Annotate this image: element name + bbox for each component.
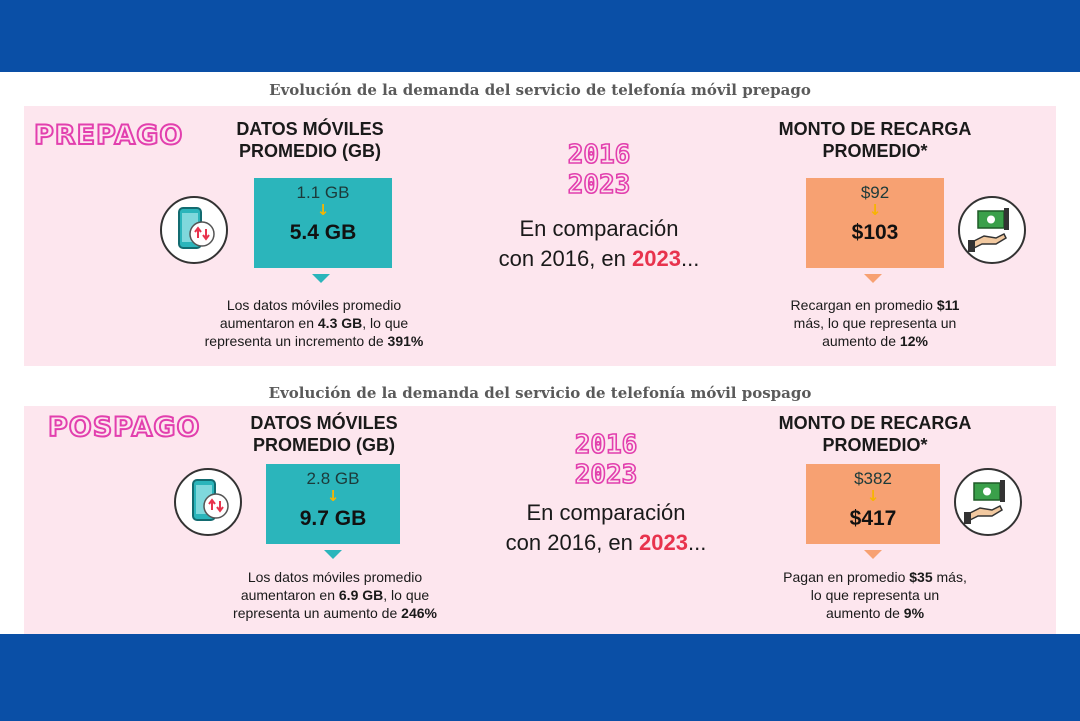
down-arrow-icon: ↓ — [316, 201, 330, 219]
compare-line: con 2016, en 2023... — [464, 244, 734, 274]
desc-value: 6.9 GB — [338, 587, 384, 603]
pospago-data-title: DATOS MÓVILES PROMEDIO (GB) — [224, 412, 424, 456]
pospago-compare: En comparación con 2016, en 2023... — [471, 498, 741, 558]
prepago-recharge-desc: Recargan en promedio $11 más, lo que rep… — [750, 296, 1000, 350]
desc-value: $11 — [936, 297, 960, 313]
desc-value: 4.3 GB — [317, 315, 363, 331]
desc-text: aumento de — [825, 605, 904, 621]
pospago-data-title-line2: PROMEDIO (GB) — [253, 435, 395, 455]
pospago-label: POSPAGO — [47, 411, 201, 444]
prepago-data-from: 1.1 GB — [296, 183, 350, 202]
desc-line: representa un incremento de 391% — [194, 332, 434, 350]
pospago-data-desc: Los datos móviles promedio aumentaron en… — [210, 568, 460, 622]
desc-line: Recargan en promedio $11 — [750, 296, 1000, 314]
callout-pointer — [324, 550, 342, 559]
pospago-section: POSPAGO DATOS MÓVILES PROMEDIO (GB) 2.8 … — [24, 406, 1056, 634]
prepago-recharge-box: $92 ↓ $103 — [806, 178, 944, 268]
phone-data-icon — [174, 468, 242, 536]
desc-text: aumento de — [822, 333, 900, 349]
callout-pointer — [312, 274, 330, 283]
desc-line: aumento de 12% — [750, 332, 1000, 350]
prepago-data-title-line1: DATOS MÓVILES — [236, 119, 384, 139]
money-hand-icon — [954, 468, 1022, 536]
callout-pointer — [864, 274, 882, 283]
year-start: 2016 — [567, 139, 631, 171]
desc-text: representa un aumento de — [233, 605, 402, 621]
compare-highlight: 2023 — [632, 246, 681, 271]
compare-text: con 2016, en — [498, 246, 633, 271]
pospago-recharge-to: $417 — [849, 507, 897, 530]
year-end: 2023 — [567, 169, 631, 201]
desc-text: , lo que — [383, 587, 430, 603]
pospago-heading: Evolución de la demanda del servicio de … — [268, 384, 812, 402]
desc-text: aumentaron en — [219, 315, 318, 331]
prepago-label: PREPAGO — [33, 119, 184, 152]
prepago-data-box: 1.1 GB ↓ 5.4 GB — [254, 178, 392, 268]
pospago-data-from: 2.8 GB — [306, 469, 360, 488]
prepago-recharge-from: $92 — [860, 183, 890, 202]
desc-value: 12% — [899, 333, 928, 349]
down-arrow-icon: ↓ — [326, 487, 340, 505]
desc-line: Pagan en promedio $35 más, — [750, 568, 1000, 586]
pospago-data-box: 2.8 GB ↓ 9.7 GB — [266, 464, 400, 544]
prepago-recharge-to: $103 — [851, 221, 899, 244]
compare-line: En comparación — [526, 500, 686, 525]
pospago-years: 2016 2023 — [531, 429, 681, 491]
pospago-recharge-title: MONTO DE RECARGA PROMEDIO* — [760, 412, 990, 456]
desc-value: 9% — [903, 605, 925, 621]
desc-line: aumentaron en 4.3 GB, lo que — [194, 314, 434, 332]
desc-text: Recargan en promedio — [790, 297, 937, 313]
callout-pointer — [864, 550, 882, 559]
compare-text: ... — [687, 530, 707, 555]
phone-data-icon — [160, 196, 228, 264]
desc-text: aumentaron en — [240, 587, 339, 603]
down-arrow-icon: ↓ — [866, 487, 880, 505]
pospago-recharge-desc: Pagan en promedio $35 más, lo que repres… — [750, 568, 1000, 622]
desc-line: Los datos móviles promedio — [226, 297, 402, 313]
desc-text: representa un incremento de — [204, 333, 388, 349]
recharge-title-line1: MONTO DE RECARGA — [778, 413, 972, 433]
desc-value: $35 — [909, 569, 933, 585]
prepago-section: PREPAGO DATOS MÓVILES PROMEDIO (GB) 1.1 … — [24, 106, 1056, 366]
bottom-frame-band — [0, 634, 1080, 721]
desc-line: lo que representa un — [810, 587, 940, 603]
desc-line: aumentaron en 6.9 GB, lo que — [210, 586, 460, 604]
prepago-data-to: 5.4 GB — [289, 221, 357, 244]
recharge-title-line1: MONTO DE RECARGA — [778, 119, 972, 139]
desc-line: representa un aumento de 246% — [210, 604, 460, 622]
recharge-title-line2: PROMEDIO* — [822, 141, 928, 161]
compare-text: ... — [680, 246, 700, 271]
pospago-recharge-box: $382 ↓ $417 — [806, 464, 940, 544]
compare-line: con 2016, en 2023... — [471, 528, 741, 558]
recharge-title-line2: PROMEDIO* — [822, 435, 928, 455]
compare-line: En comparación — [519, 216, 679, 241]
prepago-years: 2016 2023 — [524, 139, 674, 201]
prepago-recharge-title: MONTO DE RECARGA PROMEDIO* — [760, 118, 990, 162]
prepago-data-title-line2: PROMEDIO (GB) — [239, 141, 381, 161]
desc-line: Los datos móviles promedio — [247, 569, 423, 585]
prepago-heading: Evolución de la demanda del servicio de … — [269, 81, 811, 99]
prepago-data-title: DATOS MÓVILES PROMEDIO (GB) — [210, 118, 410, 162]
year-start: 2016 — [574, 429, 638, 461]
prepago-compare: En comparación con 2016, en 2023... — [464, 214, 734, 274]
year-end: 2023 — [574, 459, 638, 491]
desc-text: , lo que — [362, 315, 409, 331]
pospago-data-title-line1: DATOS MÓVILES — [250, 413, 398, 433]
compare-text: con 2016, en — [505, 530, 640, 555]
compare-highlight: 2023 — [639, 530, 688, 555]
down-arrow-icon: ↓ — [868, 201, 882, 219]
pospago-recharge-from: $382 — [854, 469, 892, 488]
desc-line: aumento de 9% — [750, 604, 1000, 622]
prepago-data-desc: Los datos móviles promedio aumentaron en… — [194, 296, 434, 350]
desc-value: 391% — [387, 333, 424, 349]
desc-value: 246% — [401, 605, 437, 621]
top-frame-band — [0, 0, 1080, 72]
money-hand-icon — [958, 196, 1026, 264]
desc-text: más, — [932, 569, 967, 585]
pospago-data-to: 9.7 GB — [299, 507, 367, 530]
desc-text: Pagan en promedio — [783, 569, 910, 585]
desc-line: más, lo que representa un — [793, 315, 957, 331]
